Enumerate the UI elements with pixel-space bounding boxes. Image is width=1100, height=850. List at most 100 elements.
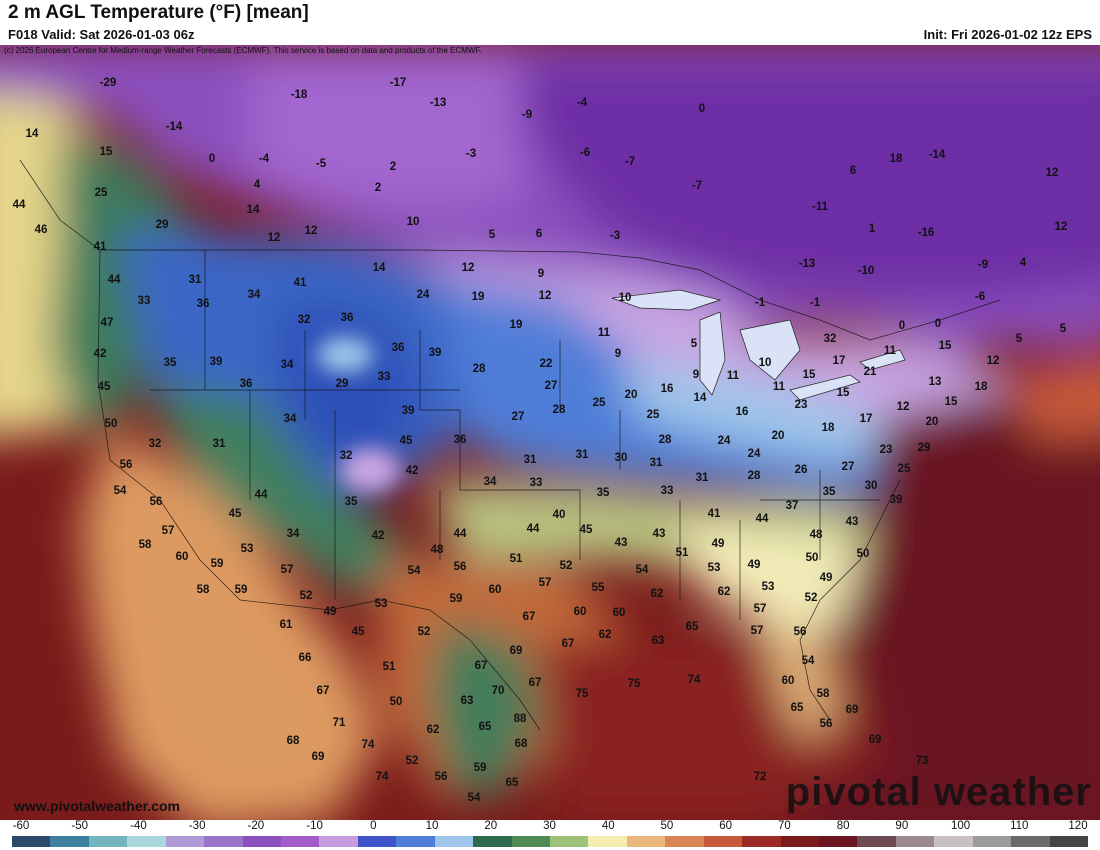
temperature-label: 56 (454, 561, 467, 573)
colorbar-segment (434, 836, 474, 847)
temperature-label: 56 (794, 626, 807, 638)
colorbar-segment (357, 836, 397, 847)
temperature-label: 18 (822, 422, 835, 434)
temperature-label: 46 (35, 224, 48, 236)
temperature-label: 29 (918, 442, 931, 454)
temperature-label: 51 (676, 547, 689, 559)
temperature-label: 17 (833, 355, 846, 367)
temperature-label: 20 (772, 430, 785, 442)
temperature-label: 59 (211, 558, 224, 570)
temperature-label: 12 (1046, 167, 1059, 179)
temperature-label: 19 (510, 319, 523, 331)
temperature-label: 53 (241, 543, 254, 555)
temperature-label: 69 (869, 734, 882, 746)
temperature-label: -3 (466, 148, 476, 160)
temperature-label: 45 (400, 435, 413, 447)
temperature-label: 15 (100, 146, 113, 158)
temperature-label: 21 (864, 366, 877, 378)
temperature-label: 41 (94, 241, 107, 253)
temperature-label: 15 (939, 340, 952, 352)
temperature-label: 62 (718, 586, 731, 598)
temperature-label: 34 (284, 413, 297, 425)
temperature-label: 51 (510, 553, 523, 565)
temperature-label: -3 (610, 230, 620, 242)
temperature-label: -6 (580, 147, 590, 159)
colorbar-segment (473, 836, 513, 847)
temperature-label: 12 (1055, 221, 1068, 233)
temperature-label: 16 (736, 406, 749, 418)
temperature-label: 12 (305, 225, 318, 237)
temperature-label: 45 (98, 381, 111, 393)
temperature-label: 26 (795, 464, 808, 476)
temperature-label: 73 (916, 755, 929, 767)
temperature-label: 60 (489, 584, 502, 596)
temperature-label: 60 (613, 607, 626, 619)
temperature-map[interactable]: -29 -17 -18 -13 -9 -4 0 -14 14 15 0 -4 -5 -3 -6 -7 -7 18-… (0, 45, 1100, 820)
temperature-label: 33 (378, 371, 391, 383)
temperature-label: 67 (523, 611, 536, 623)
temperature-label: 50 (390, 696, 403, 708)
temperature-label: 36 (197, 298, 210, 310)
temperature-label: 37 (786, 500, 799, 512)
colorbar (12, 836, 1089, 847)
temperature-label: 16 (661, 383, 674, 395)
temperature-label: -14 (929, 149, 946, 161)
temperature-label: 15 (837, 387, 850, 399)
temperature-label: 4 (254, 179, 261, 191)
temperature-label: 41 (708, 508, 721, 520)
temperature-label: 12 (539, 290, 552, 302)
colorbar-segment (1011, 836, 1051, 847)
temperature-label: 75 (576, 688, 589, 700)
colorbar-segment (165, 836, 205, 847)
temperature-label: 41 (294, 277, 307, 289)
temperature-label: 39 (429, 347, 442, 359)
temperature-label: 62 (599, 629, 612, 641)
colorbar-segment (703, 836, 743, 847)
temperature-label: 57 (751, 625, 764, 637)
temperature-label: 5 (1016, 333, 1023, 345)
temperature-label: 53 (375, 598, 388, 610)
temperature-label: 12 (462, 262, 475, 274)
temperature-label: 52 (560, 560, 573, 572)
temperature-label: 59 (474, 762, 487, 774)
temperature-label: 11 (884, 345, 897, 357)
temperature-label: 70 (492, 685, 505, 697)
temperature-label: 35 (823, 486, 836, 498)
temperature-label: 54 (408, 565, 421, 577)
temperature-label: 39 (210, 356, 223, 368)
colorbar-tick: -30 (188, 820, 206, 832)
temperature-label: 34 (281, 359, 294, 371)
temperature-label: 1 (869, 223, 876, 235)
temperature-label: 35 (164, 357, 177, 369)
colorbar-segment (12, 836, 51, 847)
temperature-label: 63 (461, 695, 474, 707)
temperature-label: 56 (150, 496, 163, 508)
colorbar-segment (88, 836, 128, 847)
colorbar-tick: 100 (950, 820, 971, 832)
temperature-label: 36 (454, 434, 467, 446)
temperature-label: 36 (240, 378, 253, 390)
temperature-label: 31 (576, 449, 589, 461)
temperature-label: 33 (661, 485, 674, 497)
colorbar-segment (281, 836, 320, 847)
temperature-label: 43 (653, 528, 666, 540)
temperature-label: 30 (865, 480, 878, 492)
temperature-label: 67 (529, 677, 542, 689)
temperature-label: 42 (406, 465, 419, 477)
temperature-label: 52 (805, 592, 818, 604)
temperature-label: 31 (696, 472, 709, 484)
temperature-label: 53 (708, 562, 721, 574)
colorbar-tick: 80 (836, 820, 850, 832)
colorbar-segment (972, 836, 1012, 847)
colorbar-tick: 60 (719, 820, 733, 832)
temperature-label: 69 (846, 704, 859, 716)
colorbar-segment (242, 836, 282, 847)
temperature-label: 54 (636, 564, 649, 576)
temperature-label: 20 (926, 416, 939, 428)
temperature-label: 67 (562, 638, 575, 650)
temperature-label: 9 (538, 268, 544, 280)
temperature-label: -10 (858, 265, 875, 277)
temperature-label: 42 (372, 530, 385, 542)
temperature-label: 59 (450, 593, 463, 605)
temperature-label: 59 (235, 584, 248, 596)
